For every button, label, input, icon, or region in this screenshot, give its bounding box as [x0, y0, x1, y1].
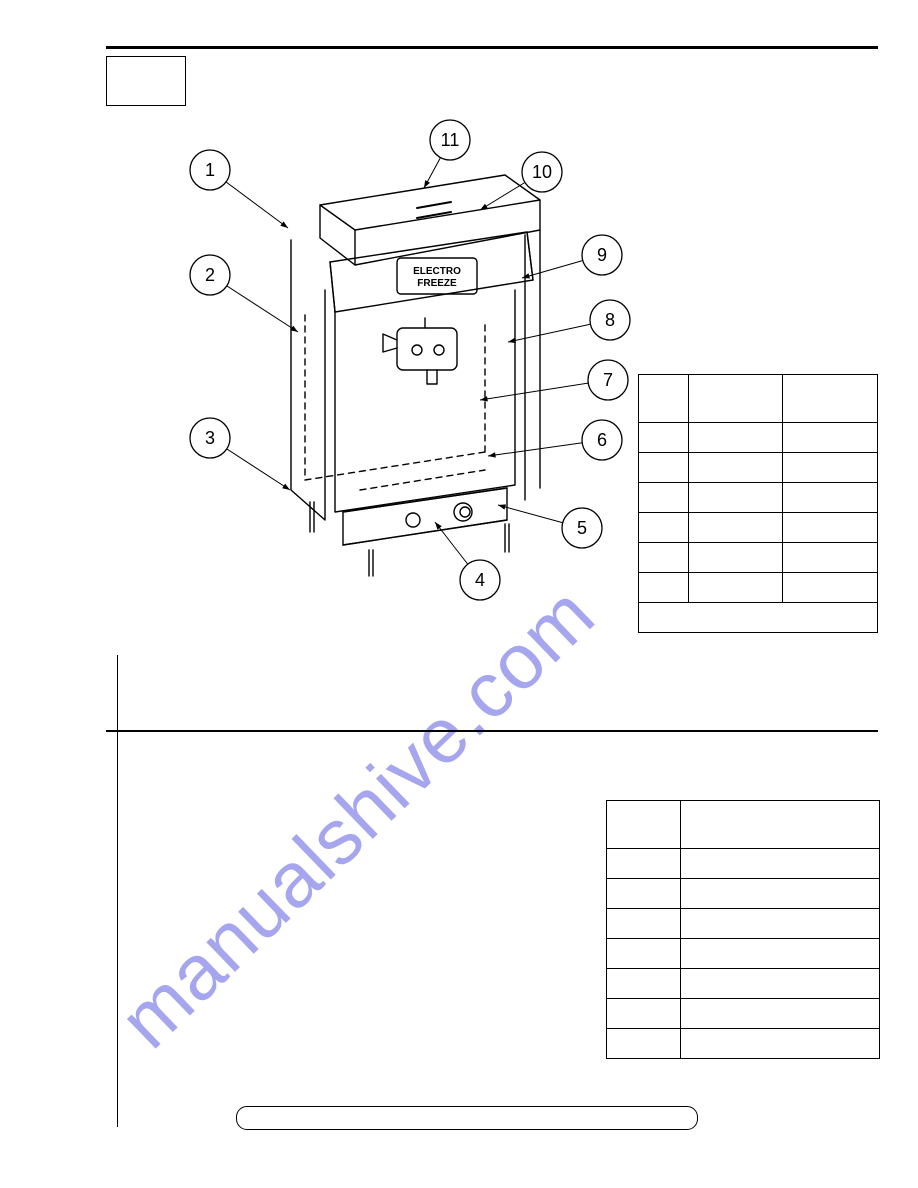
table-cell — [607, 999, 681, 1029]
svg-text:9: 9 — [597, 245, 607, 265]
table-cell — [688, 603, 783, 633]
table-cell — [688, 513, 783, 543]
table-cell — [688, 483, 783, 513]
svg-text:1: 1 — [205, 160, 215, 180]
svg-text:11: 11 — [441, 130, 460, 150]
table-cell — [680, 939, 879, 969]
left-vertical-rule — [117, 655, 118, 1127]
table-cell — [607, 939, 681, 969]
table-cell — [639, 603, 689, 633]
callout-overlay: 1 2 3 4 5 6 7 8 9 10 11 — [150, 80, 700, 640]
table-cell — [783, 573, 878, 603]
table-cell — [783, 453, 878, 483]
table-cell — [783, 603, 878, 633]
table-cell — [680, 1029, 879, 1059]
svg-text:3: 3 — [205, 428, 215, 448]
table-cell — [639, 573, 689, 603]
table-cell — [783, 543, 878, 573]
svg-text:8: 8 — [605, 310, 615, 330]
table-cell — [607, 909, 681, 939]
table-cell — [607, 849, 681, 879]
table-cell — [688, 453, 783, 483]
svg-text:2: 2 — [205, 265, 215, 285]
svg-text:10: 10 — [532, 162, 552, 182]
table-cell — [680, 801, 879, 849]
table-cell — [607, 879, 681, 909]
spec-table-parts — [606, 800, 880, 1059]
table-cell — [688, 543, 783, 573]
table-cell — [680, 969, 879, 999]
table-cell — [639, 513, 689, 543]
svg-text:7: 7 — [603, 370, 613, 390]
table-cell — [688, 423, 783, 453]
table-cell — [680, 909, 879, 939]
table-cell — [783, 483, 878, 513]
table-cell — [639, 423, 689, 453]
table-cell — [639, 483, 689, 513]
table-cell — [607, 1029, 681, 1059]
table-cell — [783, 513, 878, 543]
table-cell — [783, 375, 878, 423]
table-cell — [607, 801, 681, 849]
mid-horizontal-rule — [106, 730, 878, 732]
table-cell — [639, 453, 689, 483]
table-cell — [688, 375, 783, 423]
svg-text:6: 6 — [597, 430, 607, 450]
table-cell — [680, 999, 879, 1029]
table-cell — [607, 969, 681, 999]
table-cell — [639, 375, 689, 423]
spec-table-dimensions — [638, 374, 878, 633]
table-cell — [783, 423, 878, 453]
table-cell — [680, 879, 879, 909]
table-cell — [688, 573, 783, 603]
table-cell — [680, 849, 879, 879]
top-horizontal-rule — [106, 46, 878, 49]
footer-pill — [236, 1106, 698, 1130]
table-cell — [639, 543, 689, 573]
manual-page: manualshive.com ELECTRO FREEZE — [0, 0, 918, 1188]
svg-text:4: 4 — [475, 570, 485, 590]
svg-text:5: 5 — [577, 518, 587, 538]
